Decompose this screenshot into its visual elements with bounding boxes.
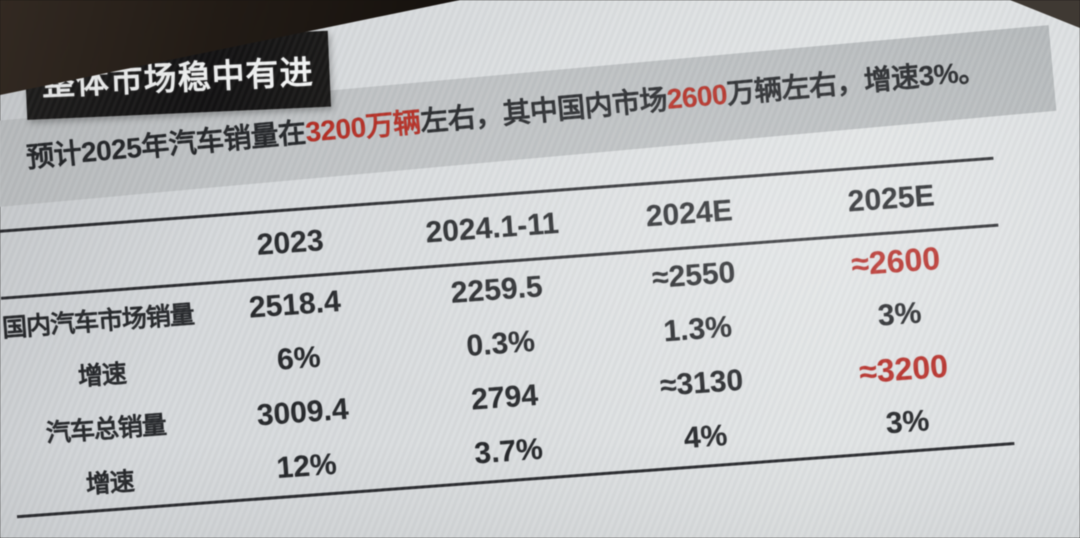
subtitle-segment: 万辆左右，增速3%。 [725,55,987,110]
column-header-2025e: 2025E [846,179,936,219]
column-header-empty [0,219,190,297]
subtitle-segment: 预计2025年汽车销量在 [25,116,307,174]
column-header-2024-1-11: 2024.1-11 [424,206,560,250]
subtitle-highlight-2600: 2600 [665,78,729,115]
subtitle-segment: 左右，其中国内市场 [418,84,669,138]
column-header-2023: 2023 [255,224,325,262]
column-header-2024e: 2024E [644,194,734,234]
subtitle-highlight-3200: 3200万辆 [304,106,422,148]
